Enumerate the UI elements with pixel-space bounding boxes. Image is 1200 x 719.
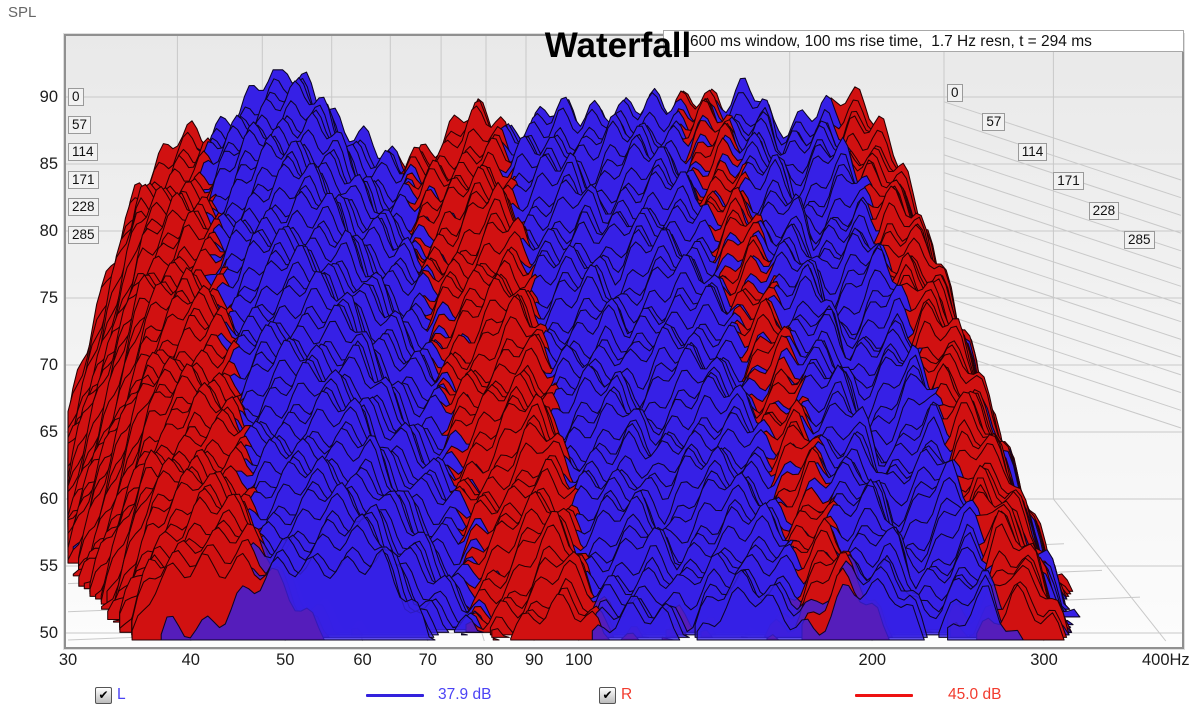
- time-label-right: 57: [982, 113, 1006, 132]
- spl-tick-label: 50: [39, 624, 58, 642]
- spl-tick-label: 90: [39, 88, 58, 106]
- spl-axis-title: SPL: [8, 4, 37, 21]
- freq-tick-label: 400Hz: [1141, 651, 1190, 669]
- freq-tick-label: 40: [181, 651, 200, 669]
- freq-tick-label: 90: [525, 651, 544, 669]
- freq-tick-label: 60: [353, 651, 372, 669]
- spl-tick-label: 55: [39, 557, 58, 575]
- time-label-right: 228: [1088, 201, 1120, 220]
- time-label-right: 171: [1053, 172, 1084, 191]
- left-channel-label[interactable]: L: [117, 686, 126, 703]
- time-label-left: 228: [68, 198, 99, 217]
- right-channel-level: 45.0 dB: [948, 686, 1002, 703]
- left-channel-level: 37.9 dB: [438, 686, 492, 703]
- right-channel-line-swatch: [855, 694, 913, 697]
- time-label-left: 285: [68, 226, 99, 244]
- time-label-left: 114: [68, 143, 98, 162]
- time-label-left: 171: [68, 170, 99, 189]
- legend-bar: ✔ L 37.9 dB ✔ R 45.0 dB: [0, 680, 1200, 714]
- freq-tick-label: 50: [276, 651, 295, 669]
- time-label-left: 0: [68, 88, 84, 106]
- spl-tick-label: 85: [39, 155, 58, 173]
- right-channel-label[interactable]: R: [621, 686, 633, 703]
- left-channel-line-swatch: [366, 694, 424, 697]
- freq-tick-label: 70: [418, 651, 437, 669]
- freq-tick-label: 100: [565, 651, 593, 669]
- time-label-right: 114: [1017, 142, 1048, 161]
- freq-tick-label: 300: [1030, 651, 1058, 669]
- time-label-left: 57: [68, 115, 92, 134]
- status-readout: 600 ms window, 100 ms rise time, 1.7 Hz …: [663, 30, 1184, 52]
- right-channel-checkbox[interactable]: ✔: [599, 687, 616, 704]
- time-label-right: 285: [1124, 231, 1155, 249]
- chart-title: Waterfall: [544, 26, 692, 65]
- spl-tick-label: 75: [39, 289, 58, 307]
- freq-tick-label: 30: [58, 651, 78, 669]
- freq-tick-label: 80: [475, 651, 494, 669]
- spl-tick-label: 80: [39, 222, 58, 240]
- left-channel-checkbox[interactable]: ✔: [95, 687, 112, 704]
- spl-tick-label: 60: [39, 490, 58, 508]
- spl-tick-label: 70: [39, 356, 58, 374]
- freq-tick-label: 200: [858, 651, 887, 669]
- spl-tick-label: 65: [39, 423, 58, 441]
- time-label-right: 0: [947, 84, 963, 102]
